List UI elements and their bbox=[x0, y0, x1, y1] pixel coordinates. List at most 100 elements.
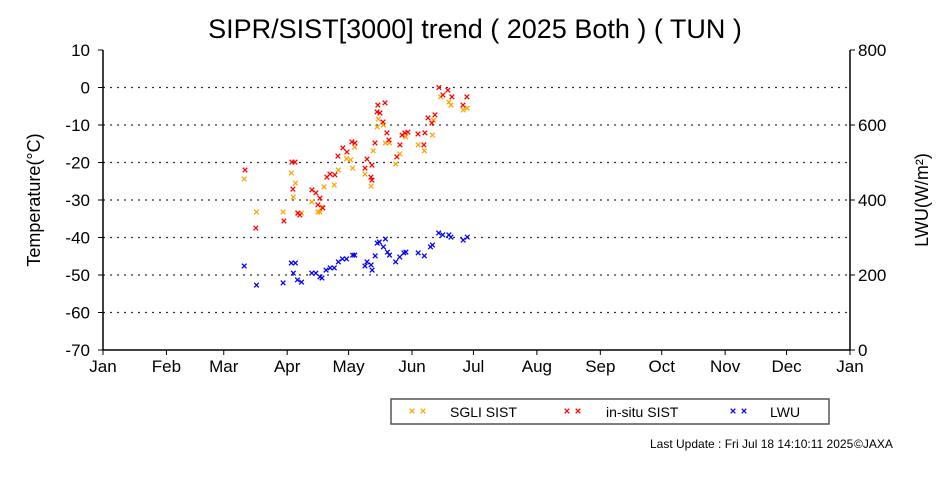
data-point bbox=[394, 154, 400, 160]
x-tick-label: Mar bbox=[209, 357, 239, 376]
x-tick-label: Aug bbox=[522, 357, 552, 376]
data-point bbox=[386, 137, 392, 143]
data-point bbox=[384, 249, 391, 255]
data-point bbox=[347, 157, 354, 163]
data-point bbox=[429, 132, 436, 138]
data-point bbox=[415, 142, 421, 148]
data-point bbox=[313, 190, 319, 196]
y-tick-label-left: -20 bbox=[65, 154, 90, 173]
data-point bbox=[460, 107, 466, 113]
data-point bbox=[448, 102, 454, 108]
data-point bbox=[422, 130, 428, 136]
data-point bbox=[376, 239, 383, 245]
data-point bbox=[382, 236, 389, 242]
legend-label: in-situ SIST bbox=[606, 404, 679, 420]
data-point bbox=[403, 249, 409, 255]
data-point bbox=[421, 142, 427, 148]
data-point bbox=[362, 165, 368, 171]
data-point bbox=[460, 102, 466, 108]
legend-label: LWU bbox=[770, 404, 800, 420]
data-point bbox=[242, 167, 248, 173]
y-tick-label-left: -30 bbox=[65, 191, 90, 210]
data-point bbox=[335, 259, 342, 265]
data-point bbox=[392, 161, 399, 167]
data-point bbox=[292, 180, 299, 186]
data-point bbox=[362, 263, 368, 269]
legend-marker bbox=[409, 408, 415, 414]
x-tick-label: Apr bbox=[274, 357, 301, 376]
legend-marker bbox=[575, 408, 581, 414]
data-point bbox=[375, 116, 382, 122]
data-point bbox=[392, 259, 399, 265]
legend-marker bbox=[420, 408, 426, 414]
y-tick-label-left: -60 bbox=[65, 304, 90, 323]
data-point bbox=[288, 170, 295, 176]
last-update: Last Update : Fri Jul 18 14:10:11 2025 bbox=[650, 437, 854, 451]
data-point bbox=[332, 172, 338, 178]
legend-label: SGLI SIST bbox=[450, 404, 517, 420]
data-point bbox=[370, 148, 376, 154]
data-point bbox=[241, 176, 247, 182]
data-point bbox=[403, 134, 409, 140]
data-point bbox=[317, 195, 323, 201]
data-point bbox=[415, 131, 421, 137]
data-point bbox=[331, 182, 338, 188]
legend-marker bbox=[564, 408, 570, 414]
data-point bbox=[421, 253, 428, 259]
y-axis-label-left: Temperature(°C) bbox=[24, 133, 44, 266]
data-point bbox=[313, 270, 319, 276]
data-point bbox=[281, 218, 287, 224]
data-point bbox=[343, 155, 350, 162]
data-point bbox=[340, 145, 346, 151]
y-tick-label-right: 200 bbox=[858, 266, 886, 285]
data-point bbox=[429, 242, 436, 248]
data-point bbox=[464, 105, 471, 111]
data-point bbox=[343, 256, 350, 262]
data-point bbox=[364, 156, 370, 162]
data-point bbox=[368, 174, 374, 180]
data-point bbox=[308, 270, 315, 276]
data-point bbox=[380, 119, 386, 125]
data-point bbox=[298, 279, 305, 285]
data-point bbox=[446, 99, 452, 105]
x-tick-label: Jun bbox=[398, 357, 425, 376]
data-point bbox=[432, 112, 438, 118]
legend-marker bbox=[730, 408, 736, 414]
data-point bbox=[430, 117, 437, 123]
y-tick-label-left: -70 bbox=[65, 341, 90, 360]
x-tick-label: May bbox=[333, 357, 366, 376]
data-point bbox=[362, 171, 368, 177]
copyright: ©JAXA bbox=[854, 437, 893, 451]
y-tick-label-left: -50 bbox=[65, 266, 90, 285]
x-tick-label: Dec bbox=[771, 357, 802, 376]
data-point bbox=[320, 205, 326, 211]
data-point bbox=[280, 209, 286, 215]
data-point bbox=[449, 94, 455, 100]
data-point bbox=[344, 149, 350, 155]
data-point bbox=[374, 109, 380, 115]
data-point bbox=[369, 267, 375, 273]
data-point bbox=[374, 124, 381, 130]
data-point bbox=[364, 259, 370, 265]
data-point bbox=[290, 186, 296, 192]
data-point bbox=[368, 183, 374, 189]
data-point bbox=[241, 263, 247, 269]
data-point bbox=[372, 253, 378, 259]
data-point bbox=[308, 199, 315, 205]
data-point bbox=[397, 142, 403, 148]
data-point bbox=[321, 184, 327, 190]
y-tick-label-right: 0 bbox=[858, 341, 867, 360]
data-point bbox=[323, 267, 329, 273]
data-point bbox=[352, 140, 358, 146]
data-point bbox=[349, 165, 356, 171]
data-point bbox=[436, 84, 442, 91]
data-point bbox=[253, 225, 259, 231]
data-point bbox=[445, 87, 451, 93]
data-point bbox=[288, 260, 295, 266]
data-point bbox=[425, 115, 431, 121]
data-point bbox=[460, 237, 466, 243]
chart-title: SIPR/SIST[3000] trend ( 2025 Both ) ( TU… bbox=[208, 14, 742, 44]
legend: SGLI SIST in-situ SIST LWU bbox=[390, 398, 830, 425]
data-point bbox=[319, 275, 325, 281]
y-tick-label-left: 10 bbox=[71, 41, 90, 60]
